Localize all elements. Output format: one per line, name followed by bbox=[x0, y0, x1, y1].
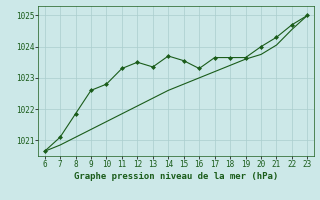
X-axis label: Graphe pression niveau de la mer (hPa): Graphe pression niveau de la mer (hPa) bbox=[74, 172, 278, 181]
